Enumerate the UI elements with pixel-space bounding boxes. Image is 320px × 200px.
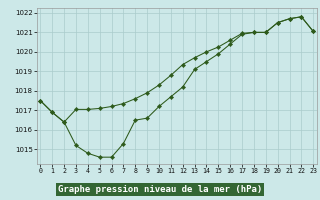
- Text: Graphe pression niveau de la mer (hPa): Graphe pression niveau de la mer (hPa): [58, 185, 262, 194]
